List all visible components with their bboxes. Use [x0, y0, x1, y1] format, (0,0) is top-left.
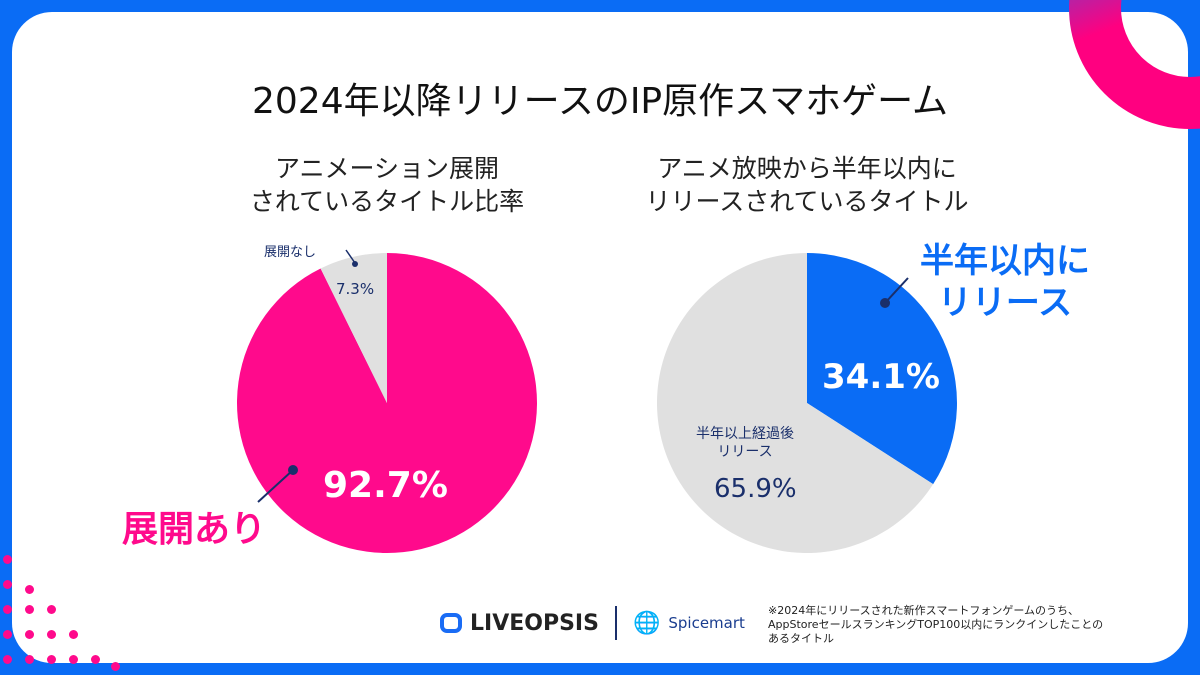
- slice-label: 半年以上経過後 リリース: [696, 426, 794, 460]
- dot: [69, 630, 78, 639]
- dot: [47, 630, 56, 639]
- slice-label: 展開なし: [264, 245, 317, 260]
- dot: [3, 655, 12, 664]
- dot: [3, 605, 12, 614]
- pie-slice: [656, 253, 934, 553]
- slice-value-label: 92.7%: [323, 465, 448, 506]
- dot: [25, 585, 34, 594]
- pie-slice: [807, 253, 957, 485]
- liveopsis-logo: LIVEOPSIS: [470, 610, 599, 636]
- liveopsis-logo-icon: [440, 613, 462, 633]
- footnote: ※2024年にリリースされた新作スマートフォンゲームのうち、 AppStoreセ…: [768, 604, 1104, 645]
- dot: [25, 605, 34, 614]
- slice-value-label: 65.9%: [714, 474, 797, 504]
- dot: [69, 655, 78, 664]
- dot: [47, 605, 56, 614]
- dot: [25, 630, 34, 639]
- pie-slice: [320, 253, 387, 403]
- globe-icon: 🌐: [632, 610, 661, 636]
- slice-value-label: 7.3%: [336, 280, 375, 298]
- spicemart-logo: Spicemart: [668, 614, 745, 632]
- decorative-arc: [1069, 0, 1200, 129]
- dot: [47, 655, 56, 664]
- slice-label: 展開あり: [122, 509, 267, 550]
- dot: [25, 655, 34, 664]
- chart-title-right: アニメ放映から半年以内に リリースされているタイトル: [645, 154, 969, 216]
- chart-title-left: アニメーション展開 されているタイトル比率: [249, 154, 525, 216]
- dot: [3, 630, 12, 639]
- slice-label: 半年以内に リリース: [920, 241, 1090, 323]
- slice-value-label: 34.1%: [822, 357, 940, 397]
- dot: [3, 555, 12, 564]
- logos: LIVEOPSIS 🌐 Spicemart: [440, 606, 745, 640]
- dot: [111, 662, 120, 671]
- page-title: 2024年以降リリースのIP原作スマホゲーム: [252, 81, 948, 122]
- card: [12, 12, 1188, 663]
- dot: [3, 580, 12, 589]
- dot: [91, 655, 100, 664]
- divider: [614, 606, 617, 640]
